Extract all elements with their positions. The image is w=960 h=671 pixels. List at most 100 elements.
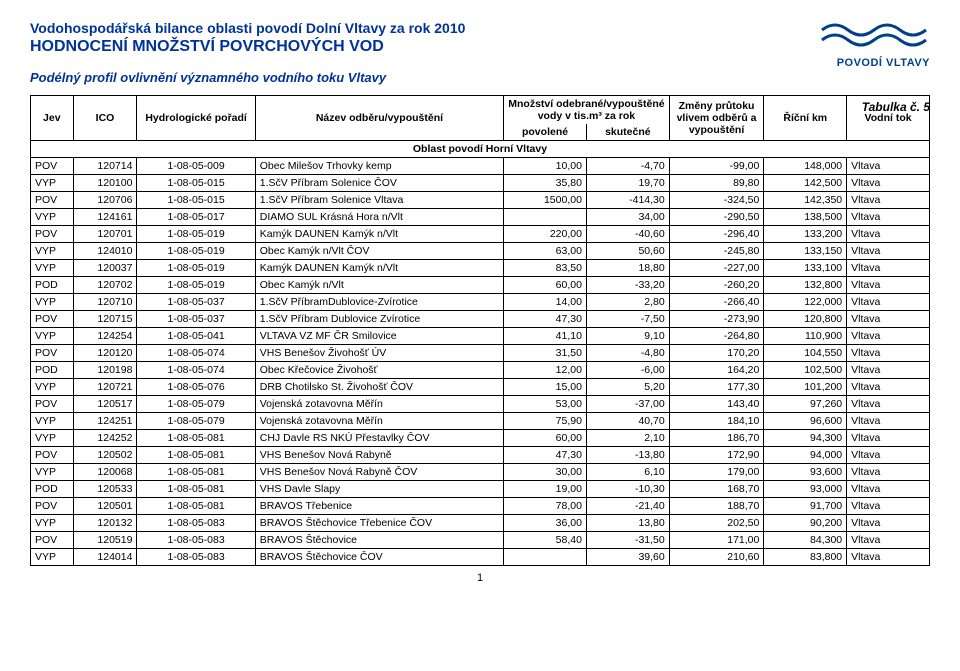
table-cell: 138,500: [764, 209, 847, 226]
table-cell: 110,900: [764, 328, 847, 345]
table-cell: 171,00: [669, 532, 764, 549]
table-cell: 39,60: [586, 549, 669, 566]
table-cell: 1-08-05-081: [137, 481, 255, 498]
table-cell: 19,00: [504, 481, 587, 498]
table-cell: Obec Milešov Trhovky kemp: [255, 158, 503, 175]
table-cell: 93,000: [764, 481, 847, 498]
col-qty-super: Množství odebrané/vypouštěné vody v tis.…: [504, 96, 670, 125]
table-cell: 124161: [73, 209, 137, 226]
table-cell: POD: [31, 481, 74, 498]
table-cell: 93,600: [764, 464, 847, 481]
table-cell: BRAVOS Štěchovice ČOV: [255, 549, 503, 566]
table-cell: 6,10: [586, 464, 669, 481]
table-cell: 120706: [73, 192, 137, 209]
table-cell: 1-08-05-074: [137, 345, 255, 362]
table-cell: 142,350: [764, 192, 847, 209]
data-table: Jev ICO Hydrologické pořadí Název odběru…: [30, 95, 930, 566]
table-cell: 1-08-05-083: [137, 549, 255, 566]
table-cell: Vltava: [847, 158, 930, 175]
table-cell: POD: [31, 277, 74, 294]
table-cell: 36,00: [504, 515, 587, 532]
table-row: POD1207021-08-05-019Obec Kamýk n/Vlt60,0…: [31, 277, 930, 294]
table-cell: 120502: [73, 447, 137, 464]
table-cell: Vltava: [847, 447, 930, 464]
table-cell: 75,90: [504, 413, 587, 430]
table-cell: VYP: [31, 464, 74, 481]
table-cell: 124251: [73, 413, 137, 430]
table-cell: 1-08-05-019: [137, 277, 255, 294]
table-cell: 15,00: [504, 379, 587, 396]
table-cell: -260,20: [669, 277, 764, 294]
table-row: VYP1200681-08-05-081VHS Benešov Nová Rab…: [31, 464, 930, 481]
table-cell: 2,10: [586, 430, 669, 447]
logo-text: POVODÍ VLTAVY: [820, 57, 930, 69]
table-cell: 31,50: [504, 345, 587, 362]
table-cell: 30,00: [504, 464, 587, 481]
table-row: POV1205011-08-05-081BRAVOS Třebenice78,0…: [31, 498, 930, 515]
table-cell: 1-08-05-009: [137, 158, 255, 175]
table-cell: VHS Benešov Živohošť ÚV: [255, 345, 503, 362]
table-cell: VYP: [31, 515, 74, 532]
table-cell: BRAVOS Štěchovice Třebenice ČOV: [255, 515, 503, 532]
table-cell: 142,500: [764, 175, 847, 192]
table-row: VYP1242541-08-05-041VLTAVA VZ MF ČR Smil…: [31, 328, 930, 345]
table-row: VYP1201321-08-05-083BRAVOS Štěchovice Tř…: [31, 515, 930, 532]
table-cell: 120198: [73, 362, 137, 379]
table-cell: 35,80: [504, 175, 587, 192]
table-cell: 133,200: [764, 226, 847, 243]
table-cell: 120533: [73, 481, 137, 498]
table-row: POV1205191-08-05-083BRAVOS Štěchovice58,…: [31, 532, 930, 549]
table-cell: 90,200: [764, 515, 847, 532]
table-cell: 1-08-05-019: [137, 260, 255, 277]
table-cell: -227,00: [669, 260, 764, 277]
table-cell: -296,40: [669, 226, 764, 243]
table-row: VYP1201001-08-05-0151.SčV Příbram Soleni…: [31, 175, 930, 192]
table-cell: Obec Kamýk n/Vlt: [255, 277, 503, 294]
col-change: Změny průtoku vlivem odběrů a vypouštění: [669, 96, 764, 141]
doc-subtitle: Podélný profil ovlivnění významného vodn…: [30, 70, 930, 85]
table-cell: Vltava: [847, 209, 930, 226]
table-cell: -4,80: [586, 345, 669, 362]
table-cell: 47,30: [504, 311, 587, 328]
table-cell: 120501: [73, 498, 137, 515]
table-cell: 120132: [73, 515, 137, 532]
table-cell: DIAMO SUL Krásná Hora n/Vlt: [255, 209, 503, 226]
table-cell: VYP: [31, 294, 74, 311]
table-cell: 1-08-05-081: [137, 464, 255, 481]
table-cell: -37,00: [586, 396, 669, 413]
table-row: VYP1240101-08-05-019Obec Kamýk n/Vlt ČOV…: [31, 243, 930, 260]
table-cell: 19,70: [586, 175, 669, 192]
table-cell: POV: [31, 396, 74, 413]
table-cell: 170,20: [669, 345, 764, 362]
table-cell: 1-08-05-076: [137, 379, 255, 396]
table-number-label: Tabulka č. 5: [862, 100, 930, 114]
table-cell: -99,00: [669, 158, 764, 175]
table-cell: 5,20: [586, 379, 669, 396]
table-cell: 122,000: [764, 294, 847, 311]
table-row: POV1207011-08-05-019Kamýk DAUNEN Kamýk n…: [31, 226, 930, 243]
table-cell: 58,40: [504, 532, 587, 549]
logo-waves-icon: [820, 20, 930, 50]
table-cell: 220,00: [504, 226, 587, 243]
table-cell: 210,60: [669, 549, 764, 566]
table-row: POV1207151-08-05-0371.SčV Příbram Dublov…: [31, 311, 930, 328]
table-cell: POV: [31, 158, 74, 175]
table-cell: Vltava: [847, 226, 930, 243]
table-cell: -290,50: [669, 209, 764, 226]
table-cell: 143,40: [669, 396, 764, 413]
table-cell: POD: [31, 362, 74, 379]
table-cell: Kamýk DAUNEN Kamýk n/Vlt: [255, 226, 503, 243]
table-cell: Vltava: [847, 192, 930, 209]
table-cell: 12,00: [504, 362, 587, 379]
table-cell: 1.SčV PříbramDublovice-Zvírotice: [255, 294, 503, 311]
table-cell: 1.SčV Příbram Solenice Vltava: [255, 192, 503, 209]
table-cell: 1-08-05-015: [137, 175, 255, 192]
table-cell: 120710: [73, 294, 137, 311]
table-cell: Vltava: [847, 345, 930, 362]
table-cell: 94,000: [764, 447, 847, 464]
header-area: Vodohospodářská bilance oblasti povodí D…: [30, 20, 930, 85]
table-cell: 78,00: [504, 498, 587, 515]
table-cell: -10,30: [586, 481, 669, 498]
table-cell: -264,80: [669, 328, 764, 345]
table-cell: 1500,00: [504, 192, 587, 209]
